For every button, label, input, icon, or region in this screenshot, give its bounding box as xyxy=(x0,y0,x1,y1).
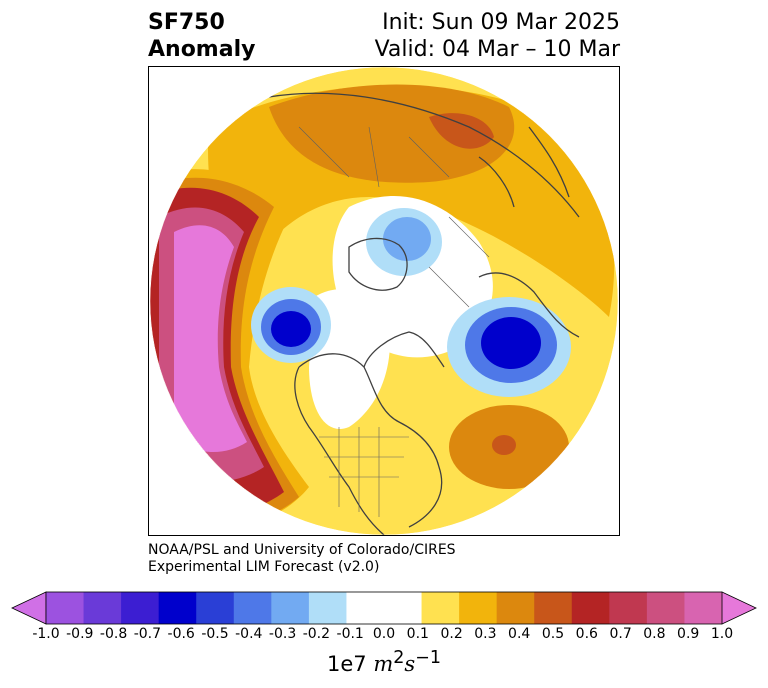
colorbar-swatch xyxy=(196,592,235,624)
positive-core-pacific xyxy=(174,225,247,453)
title-variable: SF750 xyxy=(148,10,225,35)
colorbar-swatch xyxy=(158,592,197,624)
colorbar-tick-label: 0.8 xyxy=(643,626,666,642)
colorbar-tick-label: -0.4 xyxy=(235,626,263,642)
colorbar-frame xyxy=(45,591,723,625)
colorbar-tick-label: -0.1 xyxy=(336,626,364,642)
colorbar-swatch xyxy=(684,592,723,624)
colorbar-swatch xyxy=(121,592,160,624)
colorbar-tick-label: -1.0 xyxy=(32,626,60,642)
borders xyxy=(298,126,490,517)
colorbar-tick-label: 0.2 xyxy=(440,626,463,642)
high-subtropical-core xyxy=(492,435,516,455)
init-date: Init: Sun 09 Mar 2025 xyxy=(382,10,620,35)
colorbar-tick-label: -0.7 xyxy=(133,626,162,642)
colorbar-swatch xyxy=(384,592,423,624)
colorbar-ticks: -1.0 -0.9 -0.8 -0.7 -0.6 -0.5 -0.4 -0.3 -0.2 -0.1… xyxy=(0,626,768,646)
valid-range: Valid: 04 Mar – 10 Mar xyxy=(374,37,620,62)
coastlines xyxy=(268,92,580,535)
colorbar-tick-label: -0.5 xyxy=(201,626,229,642)
map-title: SF750 Anomaly xyxy=(148,9,255,63)
colorbar-tick-label: 0.5 xyxy=(541,626,565,642)
forecast-dates: Init: Sun 09 Mar 2025 Valid: 04 Mar – 10… xyxy=(375,9,620,63)
low-arctic-core xyxy=(383,217,431,261)
title-anomaly: Anomaly xyxy=(148,37,256,62)
colorbar-swatch xyxy=(646,592,685,624)
credit-text: NOAA/PSL and University of Colorado/CIRE… xyxy=(148,542,456,576)
colorbar-tick-label: -0.8 xyxy=(99,626,128,642)
colorbar-tick-label: 0.7 xyxy=(609,626,632,642)
positive-core-europe xyxy=(429,113,494,149)
colorbar-swatch xyxy=(459,592,498,624)
colorbar-swatch xyxy=(83,592,122,624)
colorbar-swatch xyxy=(496,592,535,624)
colorbar-tick-label: 1.0 xyxy=(710,626,734,642)
colorbar-tick-label: -0.6 xyxy=(167,626,195,642)
colorbar-unit: 1e7 m2s−1 xyxy=(0,648,768,676)
unit-prefix: 1e7 xyxy=(327,652,374,676)
colorbar-tick-label: -0.9 xyxy=(66,626,94,642)
colorbar-swatch xyxy=(609,592,648,624)
colorbar-swatch xyxy=(421,592,460,624)
colorbar-tick-label: -0.3 xyxy=(268,626,297,642)
unit-sup1: 2 xyxy=(393,648,405,668)
colorbar-arrow-low xyxy=(11,591,47,625)
colorbar-tick-label: 0.3 xyxy=(474,626,497,642)
unit-sup2: −1 xyxy=(415,648,441,668)
colorbar-swatch xyxy=(534,592,573,624)
unit-var: m xyxy=(373,652,394,676)
credit-line-2: Experimental LIM Forecast (v2.0) xyxy=(148,559,380,575)
colorbar-swatch xyxy=(46,592,85,624)
credit-line-1: NOAA/PSL and University of Colorado/CIRE… xyxy=(148,542,456,558)
colorbar-tick-label: 0.6 xyxy=(575,626,598,642)
anomaly-map-svg xyxy=(149,67,619,535)
colorbar-swatch xyxy=(571,592,610,624)
colorbar-swatch xyxy=(271,592,310,624)
colorbar-tick-label: 0.9 xyxy=(677,626,700,642)
colorbar-arrow-high xyxy=(721,591,757,625)
polar-map xyxy=(148,66,620,536)
colorbar-swatch xyxy=(308,592,347,624)
colorbar-swatch xyxy=(346,592,385,624)
low-alaska-core xyxy=(271,311,311,347)
colorbar xyxy=(11,591,757,625)
colorbar-tick-label: 0.4 xyxy=(508,626,531,642)
colorbar-tick-label: -0.2 xyxy=(302,626,331,642)
low-atlantic-core xyxy=(481,317,541,369)
unit-var2: s xyxy=(404,652,416,676)
colorbar-tick-label: 0.1 xyxy=(406,626,429,642)
colorbar-tick-label: 0.0 xyxy=(372,626,396,642)
colorbar-swatch xyxy=(233,592,272,624)
